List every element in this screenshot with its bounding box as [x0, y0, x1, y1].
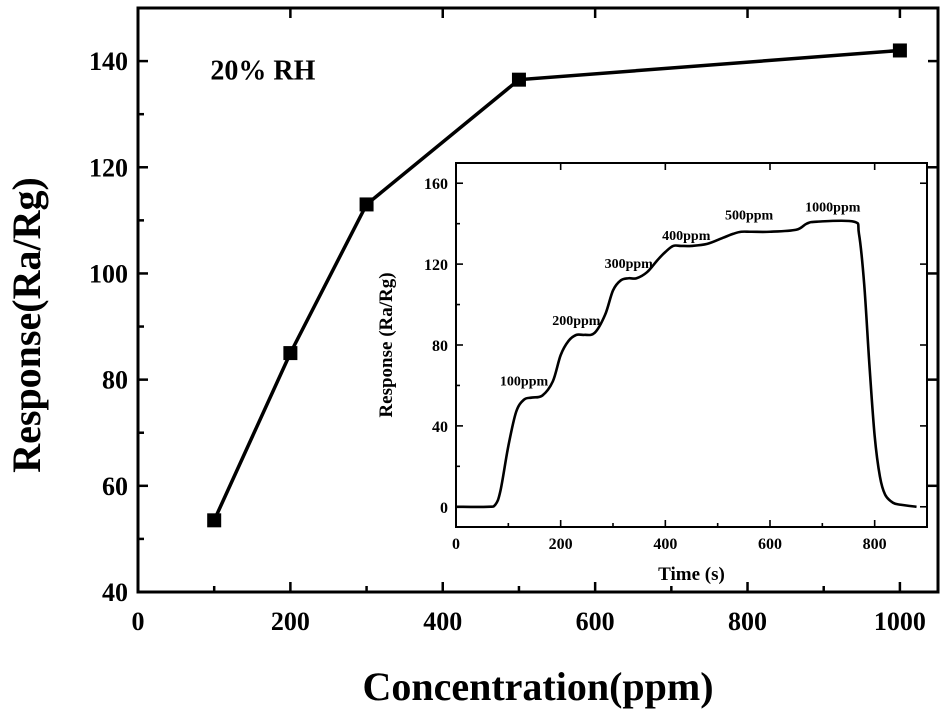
- x-tick-label: 600: [576, 607, 615, 636]
- x-tick-label: 0: [132, 607, 145, 636]
- concentration-step-label: 500ppm: [725, 209, 774, 224]
- main-plot: 0 200 400 600 800 1000406080100120140Concentr…: [4, 6, 940, 709]
- inset-y-tick-label: 120: [424, 257, 448, 274]
- inset-background: [456, 163, 927, 527]
- data-point-marker: [359, 197, 374, 212]
- main-plot-frame: [136, 6, 940, 594]
- x-axis-title: Concentration(ppm): [362, 664, 713, 709]
- inset-y-tick-label: 160: [424, 176, 448, 193]
- x-tick-label: 1000: [874, 607, 926, 636]
- data-point-marker: [892, 43, 907, 58]
- y-tick-label: 40: [102, 578, 128, 607]
- inset-y-tick-label: 80: [432, 338, 448, 355]
- y-axis-title: Response(Ra/Rg): [4, 177, 49, 473]
- concentration-step-label: 1000ppm: [805, 201, 861, 216]
- concentration-step-label: 100ppm: [500, 374, 549, 389]
- data-point-marker: [283, 346, 298, 361]
- concentration-step-label: 200ppm: [552, 314, 601, 329]
- inset-y-tick-label: 0: [440, 500, 448, 517]
- data-point-marker: [511, 72, 526, 87]
- x-tick-label: 200: [271, 607, 310, 636]
- inset-y-axis-title: Response (Ra/Rg): [376, 272, 397, 417]
- y-tick-label: 80: [102, 366, 128, 395]
- inset-plot: 0 200 400 600 800 0 40 80 120 160 Time (s) Response…: [376, 162, 928, 585]
- inset-response-curve: [455, 219, 917, 509]
- inset-x-tick-label: 800: [863, 536, 887, 553]
- inset-x-axis-title: Time (s): [658, 564, 725, 585]
- humidity-annotation: 20% RH: [210, 56, 315, 87]
- x-tick-label: 400: [423, 607, 462, 636]
- inset-x-tick-label: 600: [758, 536, 782, 553]
- y-tick-label: 60: [102, 472, 128, 501]
- inset-x-tick-label: 200: [549, 536, 573, 553]
- data-point-marker: [207, 513, 222, 528]
- x-tick-label: 800: [728, 607, 767, 636]
- inset-y-tick-label: 40: [432, 419, 448, 436]
- y-tick-label: 120: [89, 153, 128, 182]
- inset-x-tick-label: 0: [452, 536, 460, 553]
- concentration-step-label: 400ppm: [662, 229, 711, 244]
- concentration-step-label: 300ppm: [605, 257, 654, 272]
- inset-x-tick-label: 400: [653, 536, 677, 553]
- y-tick-label: 140: [89, 47, 128, 76]
- y-tick-label: 100: [89, 259, 128, 288]
